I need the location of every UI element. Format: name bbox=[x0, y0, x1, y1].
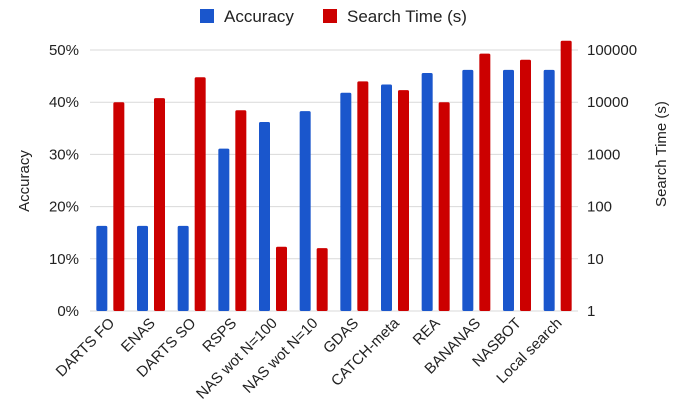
bar-search-time bbox=[154, 98, 165, 311]
y2-tick-label: 100 bbox=[587, 199, 612, 216]
bar-search-time bbox=[113, 102, 125, 311]
bars bbox=[96, 40, 572, 312]
y-axis-title: Accuracy bbox=[16, 150, 33, 212]
bar-search-time bbox=[357, 81, 369, 312]
y2-tick-label: 100000 bbox=[587, 42, 637, 59]
legend-swatch-accuracy bbox=[200, 9, 214, 23]
bar-accuracy bbox=[381, 84, 392, 312]
bar-accuracy bbox=[137, 225, 148, 311]
bar-search-time bbox=[520, 59, 531, 311]
y-tick-label: 20% bbox=[49, 199, 79, 216]
y-tick-label: 30% bbox=[49, 146, 79, 163]
left-axis-ticks: 0% 10% 20% 30% 40% 50% bbox=[49, 42, 79, 320]
y2-axis-title: Search Time (s) bbox=[653, 101, 670, 207]
bar-accuracy bbox=[218, 148, 230, 311]
bar-accuracy bbox=[177, 225, 189, 311]
y2-tick-label: 1000 bbox=[587, 146, 620, 163]
bar-search-time bbox=[560, 40, 572, 311]
bar-search-time bbox=[316, 248, 328, 311]
legend-label-search-time: Search Time (s) bbox=[347, 7, 467, 26]
x-tick-label: REA bbox=[410, 315, 444, 349]
bar-search-time bbox=[438, 102, 450, 311]
y2-tick-label: 1 bbox=[587, 303, 595, 320]
legend: Accuracy Search Time (s) bbox=[200, 7, 467, 26]
bar-search-time bbox=[276, 246, 287, 311]
legend-label-accuracy: Accuracy bbox=[224, 7, 294, 26]
bar-accuracy bbox=[462, 69, 474, 311]
right-axis-ticks: 1 10 100 1000 10000 100000 bbox=[587, 42, 637, 320]
bar-accuracy bbox=[259, 122, 270, 311]
y-tick-label: 50% bbox=[49, 42, 79, 59]
y-tick-label: 10% bbox=[49, 251, 79, 268]
bar-search-time bbox=[235, 110, 247, 311]
bar-search-time bbox=[479, 53, 491, 312]
bar-search-time bbox=[398, 90, 409, 311]
y2-tick-label: 10000 bbox=[587, 94, 629, 111]
bar-accuracy bbox=[421, 72, 433, 311]
y2-tick-label: 10 bbox=[587, 251, 604, 268]
legend-swatch-search-time bbox=[323, 9, 337, 23]
y-tick-label: 40% bbox=[49, 94, 79, 111]
bar-accuracy bbox=[96, 225, 108, 311]
bar-accuracy bbox=[299, 111, 311, 311]
bar-accuracy bbox=[503, 69, 514, 311]
bar-accuracy bbox=[340, 92, 352, 311]
bar-accuracy bbox=[543, 69, 555, 311]
y-tick-label: 0% bbox=[57, 303, 79, 320]
bar-search-time bbox=[194, 77, 206, 311]
x-tick-label: DARTS FO bbox=[53, 315, 118, 380]
gridlines bbox=[90, 49, 578, 312]
